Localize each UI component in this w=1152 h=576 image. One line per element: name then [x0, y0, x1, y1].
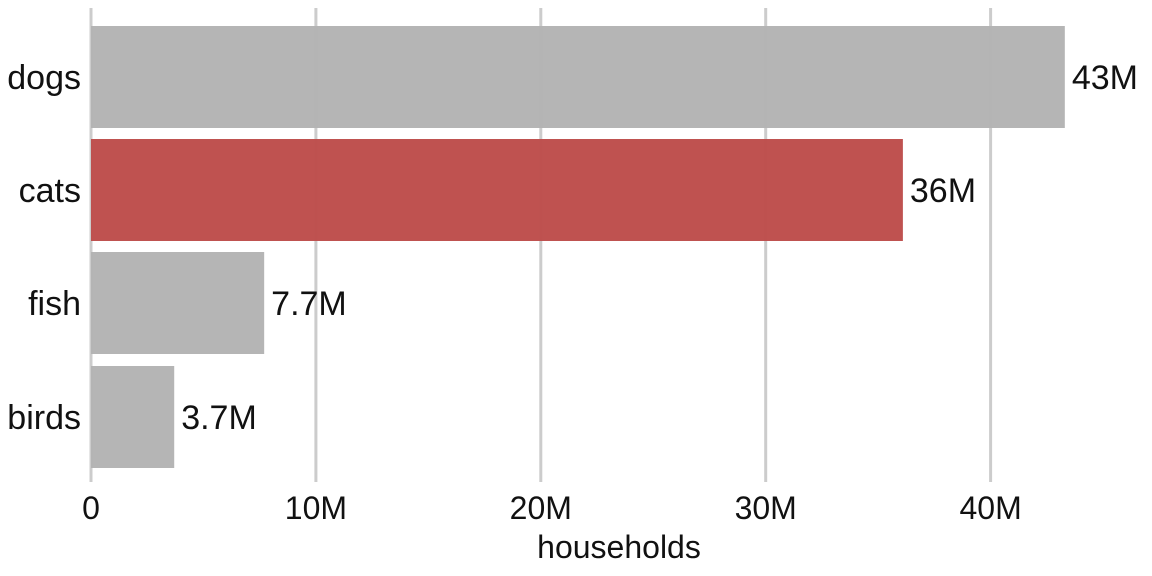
value-label-cats: 36M [910, 172, 976, 210]
bar-cats [91, 139, 903, 241]
value-labels: 43M 36M 7.7M 3.7M [181, 59, 1138, 437]
x-tick-label-2: 20M [510, 490, 572, 526]
category-label-cats: cats [19, 172, 81, 210]
category-label-dogs: dogs [7, 59, 81, 97]
category-label-fish: fish [28, 285, 81, 323]
value-label-dogs: 43M [1072, 59, 1138, 97]
bars [91, 26, 1065, 468]
value-label-birds: 3.7M [181, 399, 257, 437]
value-label-fish: 7.7M [271, 285, 347, 323]
bar-fish [91, 252, 265, 354]
x-tick-label-1: 10M [285, 490, 347, 526]
x-tick-labels: 0 10M 20M 30M 40M [82, 490, 1022, 526]
category-labels: dogs cats fish birds [7, 59, 81, 437]
bar-birds [91, 366, 175, 468]
category-label-birds: birds [7, 399, 81, 437]
x-tick-label-4: 40M [959, 490, 1021, 526]
x-axis-title: households [537, 529, 701, 565]
bar-dogs [91, 26, 1065, 128]
x-tick-label-0: 0 [82, 490, 100, 526]
x-tick-label-3: 30M [735, 490, 797, 526]
